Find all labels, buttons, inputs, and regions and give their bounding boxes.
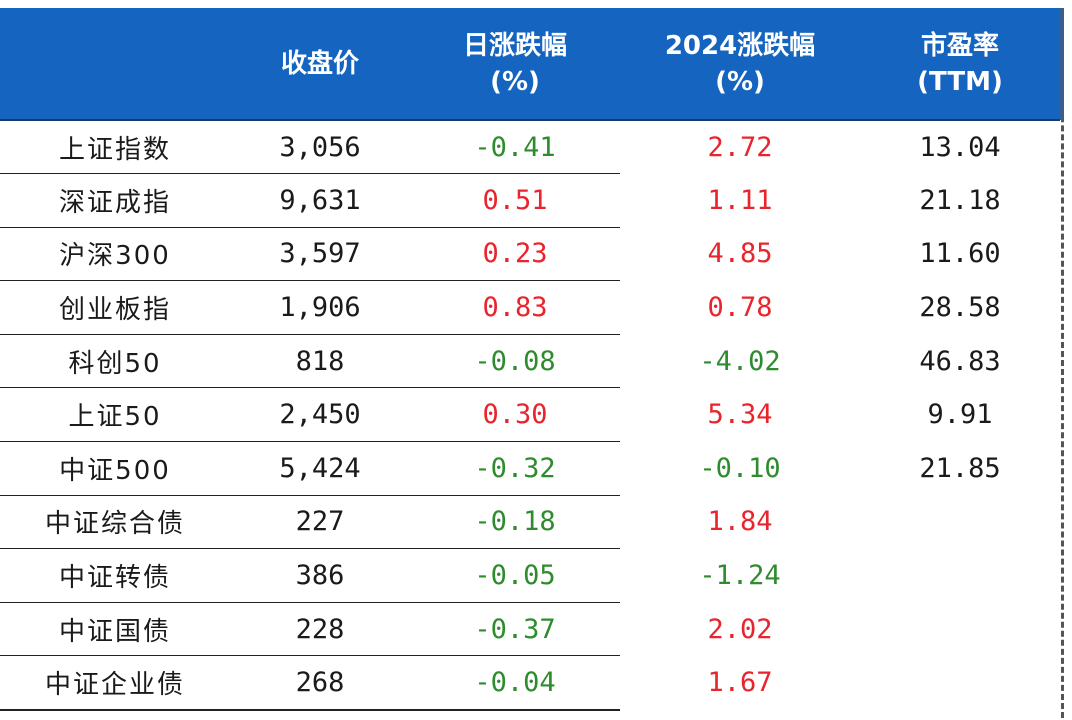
table-row: 创业板指 1,906 0.83 0.78 28.58 xyxy=(0,280,1060,335)
cell-name: 科创50 xyxy=(0,334,230,389)
table-row: 上证50 2,450 0.30 5.34 9.91 xyxy=(0,387,1060,443)
header-ytd-line-1: 2024涨跌幅 xyxy=(664,30,816,61)
cell-pe: 46.83 xyxy=(919,345,1001,377)
cell-name: 中证综合债 xyxy=(0,495,230,550)
cell-daily: -0.08 xyxy=(410,334,620,389)
cell-close: 3,597 xyxy=(230,227,410,282)
header-daily-line-2: (%) xyxy=(490,66,540,97)
cell-daily: -0.05 xyxy=(410,548,620,603)
table-row: 中证综合债 227 -0.18 1.84 xyxy=(0,495,1060,550)
header-daily-change: 日涨跌幅 (%) xyxy=(410,8,620,121)
header-pe-line-1: 市盈率 xyxy=(920,30,999,61)
header-close-line-1: 收盘价 xyxy=(280,48,359,79)
right-dashed-border xyxy=(1061,8,1064,718)
cell-daily: -0.32 xyxy=(410,441,620,496)
cell-close: 818 xyxy=(230,334,410,389)
cell-daily: -0.04 xyxy=(410,655,620,711)
cell-ytd: -4.02 xyxy=(699,345,781,377)
table-header-row: 收盘价 日涨跌幅 (%) 2024涨跌幅 (%) 市盈率 (TTM) xyxy=(0,8,1060,121)
cell-pe xyxy=(860,602,1060,656)
cell-pe: 21.18 xyxy=(919,184,1001,216)
cell-name: 上证50 xyxy=(0,387,230,443)
header-close-price: 收盘价 xyxy=(230,8,410,121)
cell-name: 创业板指 xyxy=(0,280,230,335)
cell-pe: 21.85 xyxy=(919,452,1001,484)
cell-close: 3,056 xyxy=(230,120,410,175)
cell-ytd: 2.72 xyxy=(707,131,773,163)
cell-close: 268 xyxy=(230,655,410,711)
header-index-name xyxy=(0,8,230,121)
cell-pe xyxy=(860,656,1060,710)
market-index-table: 收盘价 日涨跌幅 (%) 2024涨跌幅 (%) 市盈率 (TTM) 上证指数 3… xyxy=(0,8,1060,711)
table-row: 沪深300 3,597 0.23 4.85 11.60 xyxy=(0,227,1060,282)
cell-name: 沪深300 xyxy=(0,227,230,282)
cell-close: 227 xyxy=(230,495,410,550)
cell-daily: 0.51 xyxy=(410,173,620,228)
cell-close: 1,906 xyxy=(230,280,410,335)
cell-daily: 0.23 xyxy=(410,227,620,282)
cell-daily: -0.37 xyxy=(410,602,620,657)
cell-name: 中证企业债 xyxy=(0,655,230,711)
cell-ytd: 5.34 xyxy=(707,399,773,431)
cell-ytd: -1.24 xyxy=(699,560,781,592)
cell-ytd: -0.10 xyxy=(699,452,781,484)
cell-pe: 9.91 xyxy=(927,399,993,431)
cell-close: 386 xyxy=(230,548,410,603)
table-row: 科创50 818 -0.08 -4.02 46.83 xyxy=(0,334,1060,389)
cell-name: 中证国债 xyxy=(0,602,230,657)
cell-name: 中证500 xyxy=(0,441,230,496)
cell-ytd: 1.67 xyxy=(707,667,773,699)
table-row: 深证成指 9,631 0.51 1.11 21.18 xyxy=(0,173,1060,228)
cell-pe xyxy=(860,549,1060,603)
cell-close: 9,631 xyxy=(230,173,410,228)
cell-ytd: 0.78 xyxy=(707,292,773,324)
cell-pe: 11.60 xyxy=(919,238,1001,270)
table-row: 中证500 5,424 -0.32 -0.10 21.85 xyxy=(0,441,1060,496)
cell-pe xyxy=(860,495,1060,549)
cell-name: 上证指数 xyxy=(0,120,230,175)
cell-pe: 13.04 xyxy=(919,131,1001,163)
table-body: 上证指数 3,056 -0.41 2.72 13.04 深证成指 9,631 0.51 1.11… xyxy=(0,120,1060,711)
header-pe-ratio: 市盈率 (TTM) xyxy=(860,8,1060,121)
cell-name: 中证转债 xyxy=(0,548,230,603)
cell-close: 2,450 xyxy=(230,387,410,443)
header-daily-line-1: 日涨跌幅 xyxy=(462,30,567,61)
cell-ytd: 1.84 xyxy=(707,506,773,538)
table-row: 上证指数 3,056 -0.41 2.72 13.04 xyxy=(0,120,1060,175)
cell-pe: 28.58 xyxy=(919,292,1001,324)
header-ytd-change: 2024涨跌幅 (%) xyxy=(620,8,860,121)
header-ytd-line-2: (%) xyxy=(715,66,765,97)
table-row: 中证企业债 268 -0.04 1.67 xyxy=(0,655,1060,711)
cell-ytd: 1.11 xyxy=(707,184,773,216)
cell-ytd: 4.85 xyxy=(707,238,773,270)
header-pe-line-2: (TTM) xyxy=(917,66,1003,97)
cell-close: 5,424 xyxy=(230,441,410,496)
cell-daily: 0.83 xyxy=(410,280,620,335)
cell-daily: 0.30 xyxy=(410,387,620,443)
cell-ytd: 2.02 xyxy=(707,613,773,645)
header-right-edge xyxy=(1060,8,1064,120)
table-row: 中证转债 386 -0.05 -1.24 xyxy=(0,548,1060,603)
table-row: 中证国债 228 -0.37 2.02 xyxy=(0,602,1060,657)
cell-close: 228 xyxy=(230,602,410,657)
cell-name: 深证成指 xyxy=(0,173,230,228)
cell-daily: -0.18 xyxy=(410,495,620,550)
cell-daily: -0.41 xyxy=(410,120,620,175)
